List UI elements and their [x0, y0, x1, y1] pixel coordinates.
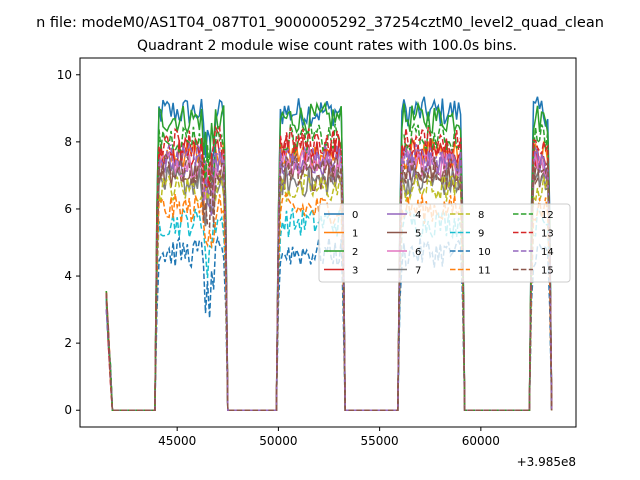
legend-label-1: 1 [352, 229, 358, 240]
y-tick-label: 6 [64, 202, 72, 216]
x-tick-label: 60000 [462, 434, 500, 448]
y-tick-label: 10 [57, 68, 72, 82]
legend-label-0: 0 [352, 210, 358, 221]
series-layer [105, 96, 553, 411]
legend-label-9: 9 [478, 229, 484, 240]
legend-label-10: 10 [478, 247, 491, 258]
series-line-15 [105, 151, 553, 411]
legend-label-4: 4 [415, 210, 421, 221]
y-tick-label: 0 [64, 403, 72, 417]
legend-label-2: 2 [352, 247, 358, 258]
y-tick-label: 8 [64, 135, 72, 149]
legend-label-14: 14 [541, 247, 554, 258]
x-tick-label: 55000 [361, 434, 399, 448]
legend-label-6: 6 [415, 247, 421, 258]
legend-label-12: 12 [541, 210, 554, 221]
legend-label-13: 13 [541, 229, 554, 240]
x-axis: 45000 50000 55000 60000 [158, 427, 500, 448]
legend-label-5: 5 [415, 229, 421, 240]
y-axis: 0 2 4 6 8 10 [57, 68, 80, 417]
y-tick-label: 2 [64, 336, 72, 350]
legend-label-7: 7 [415, 266, 421, 277]
legend-label-3: 3 [352, 266, 358, 277]
y-tick-label: 4 [64, 269, 72, 283]
x-offset-label: +3.985e8 [517, 455, 576, 469]
legend-box [318, 203, 571, 283]
chart-title: Quadrant 2 module wise count rates with … [137, 38, 517, 54]
legend-label-11: 11 [478, 266, 491, 277]
plot-frame [79, 57, 577, 428]
x-tick-label: 50000 [259, 434, 297, 448]
figure-suptitle: n file: modeM0/AS1T04_087T01_9000005292_… [36, 15, 604, 31]
legend-label-8: 8 [478, 210, 484, 221]
x-tick-label: 45000 [158, 434, 196, 448]
legend-label-15: 15 [541, 266, 554, 277]
